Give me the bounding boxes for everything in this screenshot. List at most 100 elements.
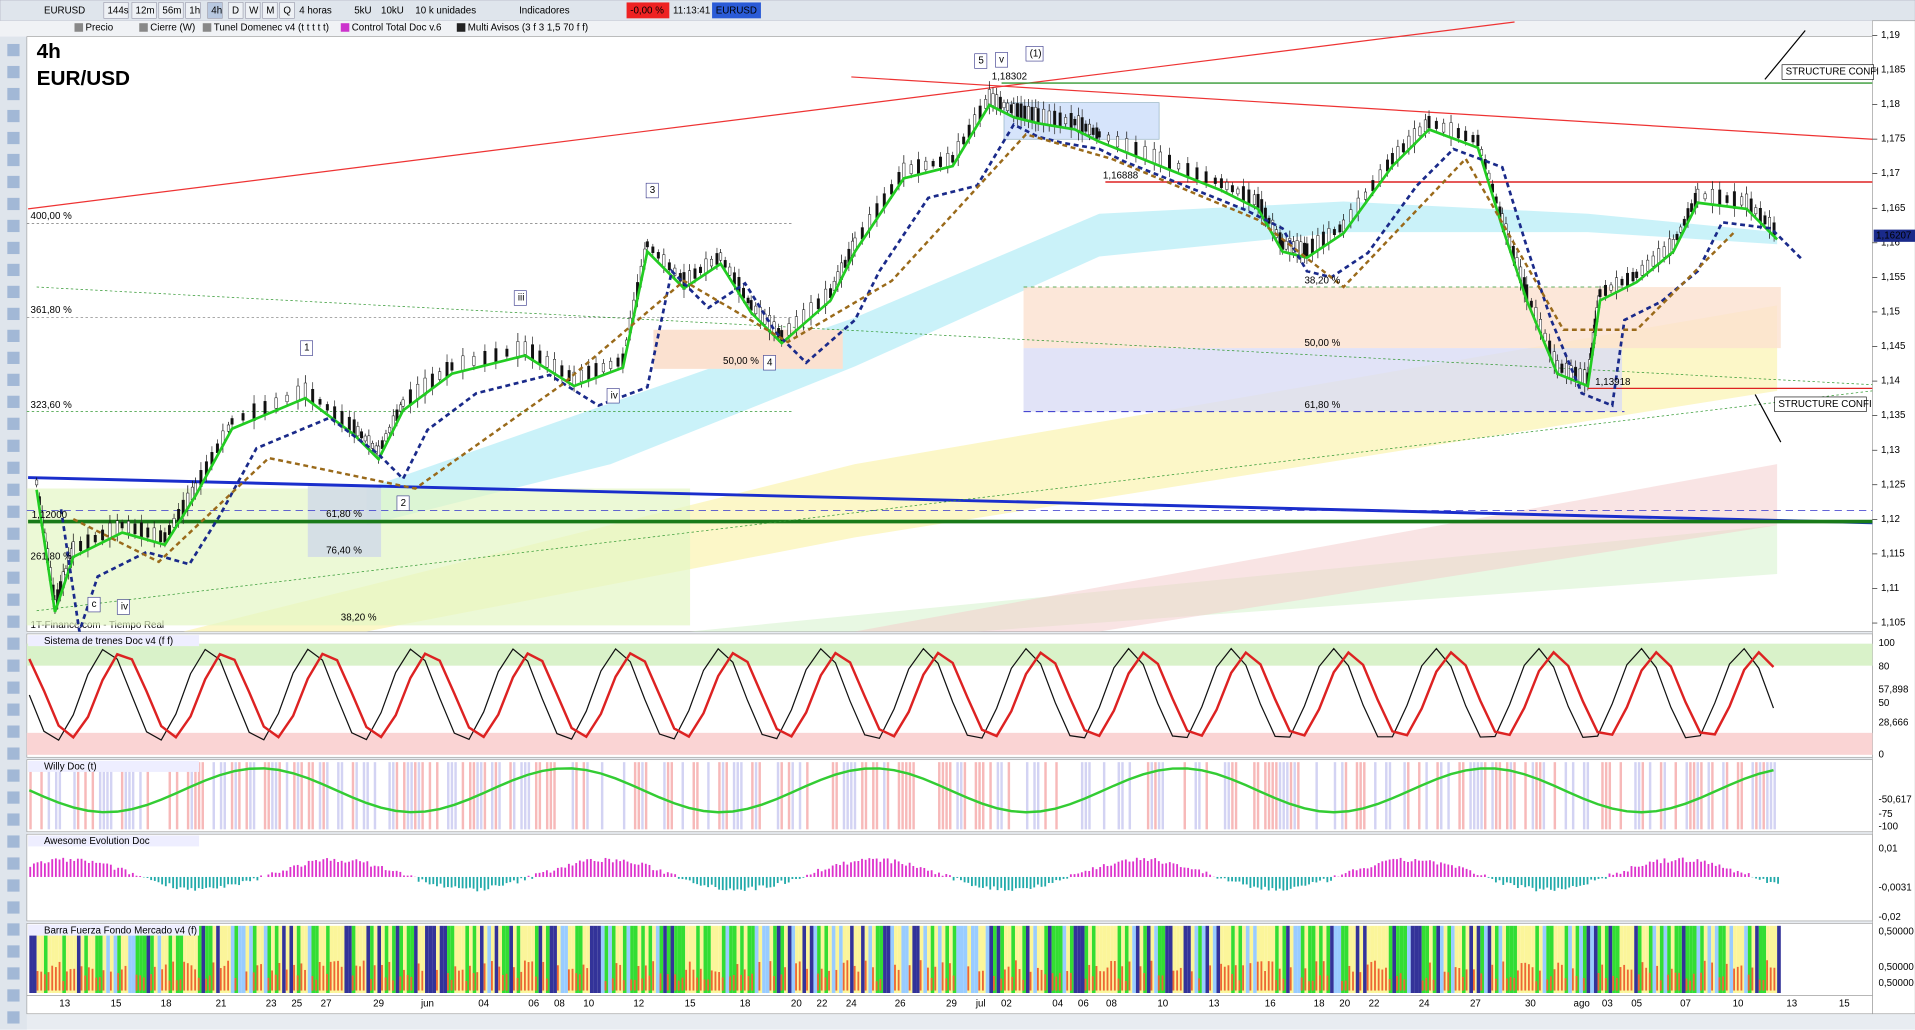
tool-icon[interactable] — [7, 285, 20, 299]
timeframe-label[interactable]: M — [266, 6, 274, 17]
legend-item[interactable]: Tunel Domenec v4 (t t t t t) — [214, 23, 329, 34]
price-label: 1,18 — [1881, 99, 1900, 110]
tool-icon[interactable] — [7, 923, 20, 936]
timeframe-btn[interactable] — [103, 2, 129, 19]
bar — [758, 925, 763, 993]
bar — [696, 925, 700, 993]
timeframe-btn[interactable] — [279, 2, 295, 19]
bar — [1238, 980, 1241, 991]
timeframe-label[interactable]: 12m — [136, 6, 155, 17]
tool-icon[interactable] — [7, 791, 20, 804]
bar — [1194, 925, 1199, 993]
tool-icon[interactable] — [7, 219, 20, 233]
tool-icon[interactable] — [7, 329, 20, 342]
timeframe-label[interactable]: D — [232, 6, 239, 17]
timeframe-label[interactable]: 144s — [107, 6, 128, 17]
timeframe-label[interactable]: W — [249, 6, 259, 17]
tool-icon[interactable] — [7, 967, 20, 980]
candle-body — [723, 260, 727, 268]
bar — [1722, 925, 1726, 993]
tool-icon[interactable] — [7, 307, 20, 321]
tool-icon[interactable] — [7, 417, 20, 430]
tool-icon[interactable] — [7, 945, 20, 958]
bar — [1656, 965, 1659, 991]
legend-item[interactable]: Precio — [85, 23, 113, 34]
timeframe-btn[interactable] — [207, 2, 223, 19]
bar — [1227, 876, 1230, 882]
tool-icon[interactable] — [7, 1011, 20, 1024]
bar — [1370, 867, 1373, 877]
bar — [534, 873, 537, 877]
bar — [923, 867, 926, 877]
tool-icon[interactable] — [7, 351, 20, 364]
symbol[interactable]: EURUSD — [44, 6, 85, 17]
tool-icon[interactable] — [7, 43, 20, 57]
tool-icon[interactable] — [7, 65, 20, 79]
bar — [817, 925, 821, 993]
legend-item[interactable]: Control Total Doc v.6 — [352, 23, 442, 34]
tool-icon[interactable] — [7, 835, 20, 848]
candle-body — [1143, 146, 1147, 160]
bar — [1707, 925, 1712, 993]
bar — [1568, 876, 1571, 888]
bar — [1143, 858, 1146, 877]
tool-icon[interactable] — [7, 747, 20, 760]
price-label: 1,17 — [1881, 168, 1900, 179]
size[interactable]: 10 k unidades — [415, 6, 476, 17]
tool-icon[interactable] — [7, 153, 20, 167]
bar — [1553, 876, 1556, 891]
tool-icon[interactable] — [7, 571, 20, 584]
tool-icon[interactable] — [7, 87, 20, 101]
tool-icon[interactable] — [7, 857, 20, 870]
indicators[interactable]: Indicadores — [519, 6, 570, 17]
legend-item[interactable]: Multi Avisos (3 f 3 1,5 70 f f) — [468, 23, 588, 34]
tool-icon[interactable] — [7, 989, 20, 1002]
tool-icon[interactable] — [7, 659, 20, 672]
bar — [699, 968, 702, 991]
unit[interactable]: 5kU — [354, 6, 371, 17]
tool-icon[interactable] — [7, 593, 20, 606]
unit[interactable]: 10kU — [381, 6, 404, 17]
tool-icon[interactable] — [7, 197, 20, 211]
timeframe-label[interactable]: Q — [283, 6, 291, 17]
tool-icon[interactable] — [7, 483, 20, 496]
timeframe-btn[interactable] — [185, 2, 201, 19]
tool-icon[interactable] — [7, 725, 20, 738]
timeframe-label[interactable]: 56m — [162, 6, 181, 17]
tool-icon[interactable] — [7, 769, 20, 782]
tool-icon[interactable] — [7, 637, 20, 650]
timeframe-btn[interactable] — [158, 2, 184, 19]
tool-icon[interactable] — [7, 131, 20, 145]
tool-icon[interactable] — [7, 395, 20, 408]
period[interactable]: 4 horas — [299, 6, 332, 17]
tool-icon[interactable] — [7, 109, 20, 123]
tool-icon[interactable] — [7, 461, 20, 474]
tool-icon[interactable] — [7, 615, 20, 628]
tool-icon[interactable] — [7, 263, 20, 277]
timeframe-btn[interactable] — [131, 2, 157, 19]
tool-icon[interactable] — [7, 703, 20, 716]
bar — [1648, 972, 1651, 991]
bar — [945, 978, 948, 991]
tool-icon[interactable] — [7, 527, 20, 540]
tool-icon[interactable] — [7, 901, 20, 914]
tool-icon[interactable] — [7, 549, 20, 562]
timeframe-btn[interactable] — [262, 2, 278, 19]
tool-icon[interactable] — [7, 373, 20, 386]
legend-item[interactable]: Cierre (W) — [150, 23, 195, 34]
bar — [1022, 925, 1026, 993]
timeframe-btn[interactable] — [228, 2, 244, 19]
tool-icon[interactable] — [7, 241, 20, 255]
bar — [1289, 967, 1292, 991]
tool-icon[interactable] — [7, 681, 20, 694]
tool-icon[interactable] — [7, 879, 20, 892]
tool-icon[interactable] — [7, 175, 20, 189]
tool-icon[interactable] — [7, 505, 20, 518]
timeframe-label[interactable]: 1h — [189, 6, 200, 17]
tool-icon[interactable] — [7, 439, 20, 452]
bar — [1458, 762, 1461, 830]
tool-icon[interactable] — [7, 813, 20, 826]
bar — [824, 925, 829, 993]
timeframe-label[interactable]: 4h — [211, 6, 222, 17]
timeframe-btn[interactable] — [245, 2, 261, 19]
